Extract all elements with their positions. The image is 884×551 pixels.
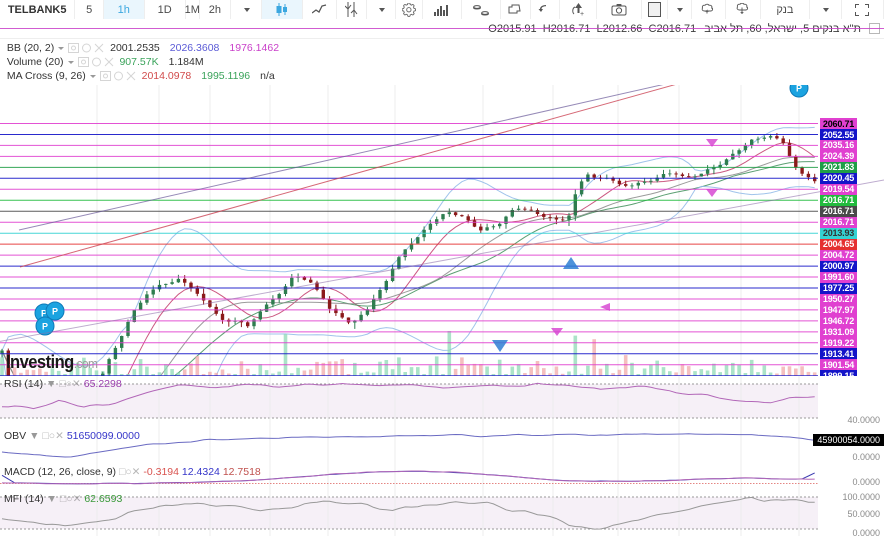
svg-text:P: P — [796, 85, 802, 94]
svg-text:+: + — [580, 11, 584, 17]
svg-text:P: P — [42, 322, 48, 332]
svg-text:P: P — [52, 307, 58, 317]
